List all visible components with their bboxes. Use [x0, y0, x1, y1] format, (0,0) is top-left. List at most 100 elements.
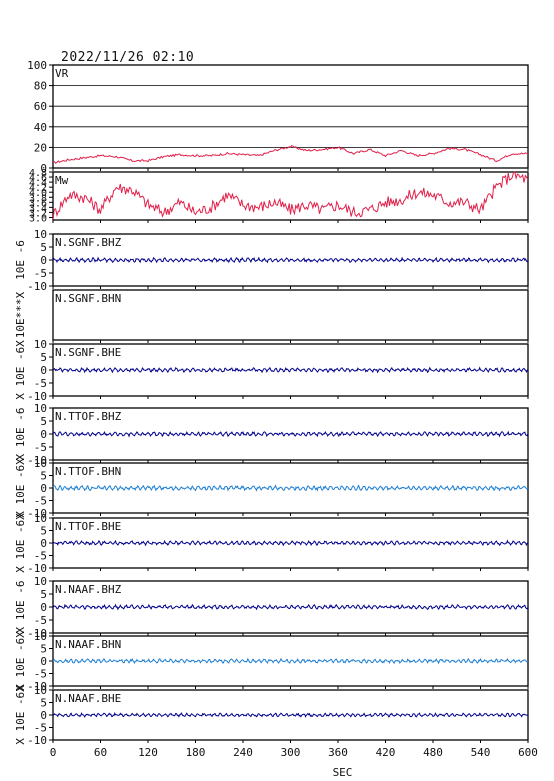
x-tick-label: 60 — [94, 746, 107, 759]
y-tick-label: 10 — [34, 457, 47, 470]
y-tick-label: 4.0 — [29, 188, 47, 199]
y-tick-label: -10 — [27, 390, 47, 403]
y-tick-label: 5 — [40, 351, 47, 364]
y-tick-label: -5 — [34, 722, 47, 735]
waveform-trace — [52, 256, 529, 264]
panel-label: N.TTOF.BHE — [55, 520, 121, 533]
y-tick-label: 3.6 — [29, 198, 47, 209]
y-tick-label: 80 — [34, 80, 47, 93]
y-tick-label: -5 — [34, 614, 47, 627]
panel-n-naaf-bhn — [49, 635, 529, 689]
waveform-trace — [52, 484, 529, 492]
x-axis-title: SEC — [333, 766, 353, 779]
panel-label: N.SGNF.BHE — [55, 346, 121, 359]
y-tick-label: -10 — [27, 454, 47, 467]
y-axis-label: X 10E -6X — [14, 631, 27, 691]
y-tick-label: -10 — [27, 627, 47, 640]
x-tick-label: 0 — [50, 746, 57, 759]
y-tick-label: 10 — [34, 338, 47, 351]
y-tick-label: 5 — [40, 697, 47, 710]
y-tick-label: 60 — [34, 100, 47, 113]
y-tick-label: 0 — [40, 162, 47, 175]
y-tick-label: 0 — [40, 364, 47, 377]
y-tick-label: 4.4 — [29, 178, 47, 189]
y-tick-label: -5 — [34, 668, 47, 681]
y-tick-label: 4.2 — [29, 183, 47, 194]
y-axis-label: X 10E -6 — [14, 408, 27, 461]
panel-label: N.NAAF.BHE — [55, 692, 121, 705]
panel-label: Mw — [55, 174, 69, 187]
y-tick-label: 10 — [34, 512, 47, 525]
y-tick-label: 10 — [34, 228, 47, 241]
y-tick-label: 5 — [40, 415, 47, 428]
panel-n-ttof-bhe — [49, 517, 529, 571]
y-tick-label: 10 — [34, 630, 47, 643]
panel-label: N.TTOF.BHZ — [55, 410, 122, 423]
panel-frame — [52, 64, 529, 169]
y-tick-label: -5 — [34, 550, 47, 563]
y-tick-label: 0 — [40, 482, 47, 495]
y-tick-label: -5 — [34, 377, 47, 390]
y-tick-label: -10 — [27, 280, 47, 293]
x-tick-label: 180 — [186, 746, 206, 759]
y-tick-label: 0 — [40, 655, 47, 668]
panel-mw — [49, 171, 529, 223]
y-axis-label: X 10E -6X — [14, 340, 27, 400]
y-tick-label: 10 — [34, 575, 47, 588]
panel-n-ttof-bhz — [49, 407, 529, 463]
y-tick-label: 5 — [40, 588, 47, 601]
panel-label: N.NAAF.BHN — [55, 638, 121, 651]
y-axis-label: X 10E -6 — [14, 581, 27, 634]
x-tick-label: 120 — [138, 746, 158, 759]
y-tick-label: 100 — [27, 59, 47, 72]
x-tick-label: 360 — [328, 746, 348, 759]
waveform-trace — [52, 366, 529, 374]
y-tick-label: -10 — [27, 680, 47, 693]
waveform-trace — [52, 430, 529, 438]
panel-label: N.SGNF.BHZ — [55, 236, 122, 249]
panel-label: N.TTOF.BHN — [55, 465, 121, 478]
x-tick-label: 300 — [281, 746, 301, 759]
y-tick-label: 0 — [40, 709, 47, 722]
y-axis-label: X 10E -6X — [14, 513, 27, 573]
y-tick-label: 20 — [34, 141, 47, 154]
y-tick-label: 5 — [40, 470, 47, 483]
y-tick-label: 4.8 — [29, 168, 47, 179]
y-tick-label: 0 — [40, 537, 47, 550]
y-tick-label: -5 — [34, 267, 47, 280]
y-tick-label: 40 — [34, 121, 47, 134]
y-tick-label: -10 — [27, 562, 47, 575]
y-tick-label: 0 — [40, 428, 47, 441]
y-tick-label: -5 — [34, 495, 47, 508]
panel-frame — [52, 289, 529, 341]
y-tick-label: 10 — [34, 402, 47, 415]
panel-label: N.SGNF.BHN — [55, 292, 121, 305]
x-tick-label: 240 — [233, 746, 253, 759]
panel-n-ttof-bhn — [49, 462, 529, 516]
timestamp-label: 2022/11/26 02:10 — [61, 50, 195, 65]
panel-n-naaf-bhz — [49, 580, 529, 636]
y-axis-label: X 10E -6X — [14, 458, 27, 518]
y-axis-label: 10E -6 — [14, 240, 27, 280]
series-line-vr — [52, 145, 529, 164]
panel-n-naaf-bhe — [49, 689, 529, 743]
y-tick-label: 3.0 — [29, 213, 47, 224]
y-tick-label: 3.2 — [29, 208, 47, 219]
waveform-trace — [52, 603, 529, 611]
y-tick-label: -10 — [27, 734, 47, 747]
y-tick-label: 5 — [40, 525, 47, 538]
y-tick-label: 3.8 — [29, 193, 47, 204]
y-tick-label: 5 — [40, 643, 47, 656]
y-tick-label: 4.6 — [29, 173, 47, 184]
y-tick-label: 0 — [40, 254, 47, 267]
panel-n-sgnf-bhn — [52, 289, 529, 343]
x-tick-label: 420 — [376, 746, 396, 759]
panel-label: VR — [55, 67, 69, 80]
panel-label: N.NAAF.BHZ — [55, 583, 122, 596]
y-tick-label: -10 — [27, 507, 47, 520]
y-axis-label: 10E***X — [14, 291, 27, 338]
y-tick-label: 5 — [40, 241, 47, 254]
panel-vr — [49, 64, 529, 171]
waveform-trace — [52, 657, 529, 665]
